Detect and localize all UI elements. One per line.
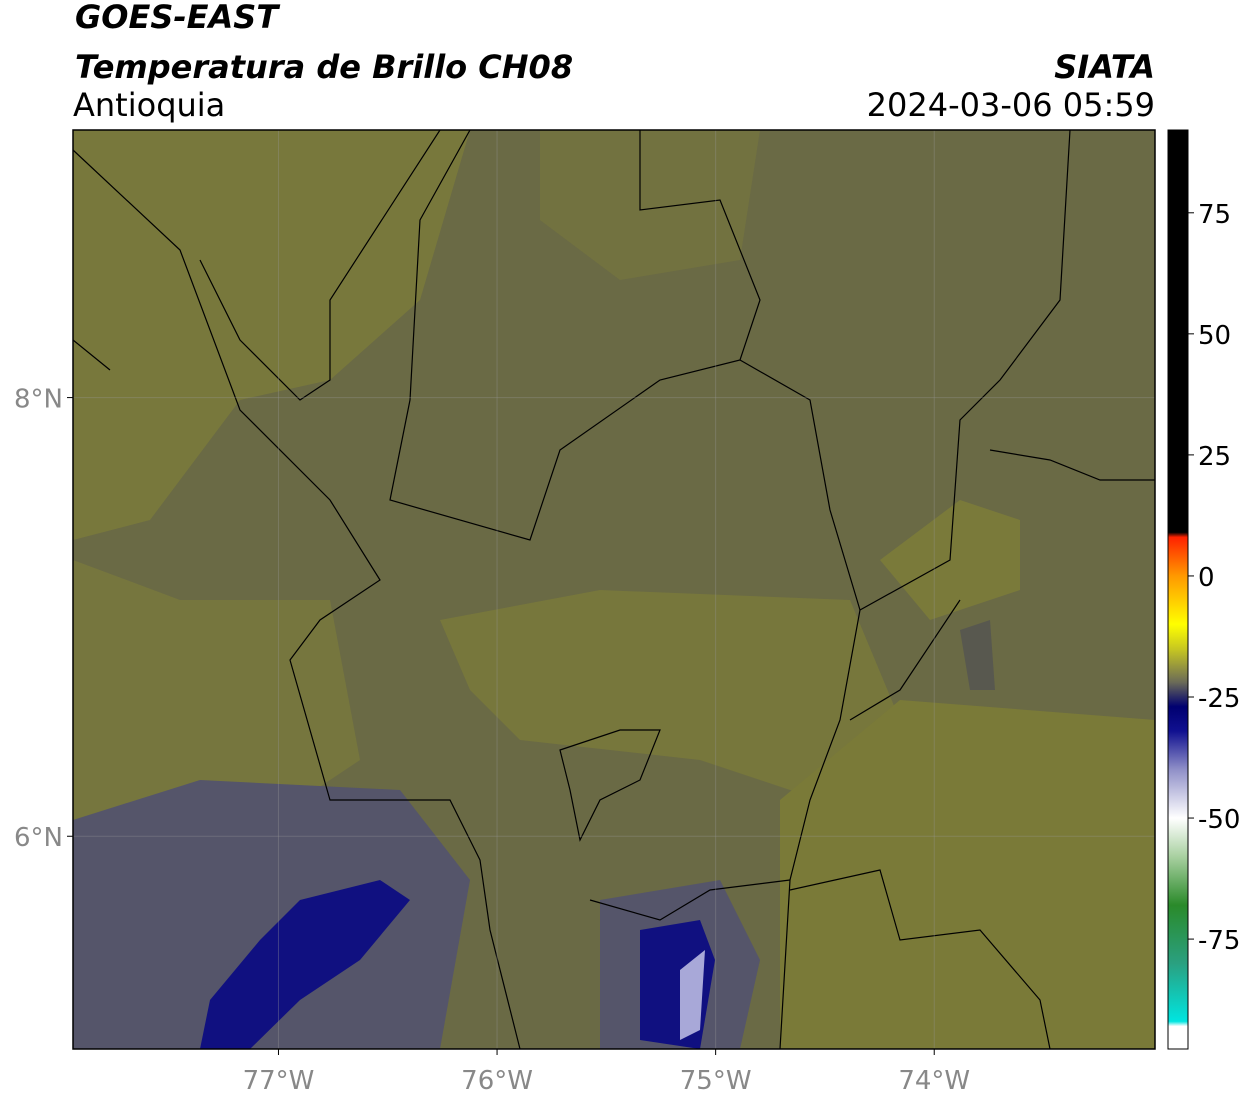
colorbar-tick-label: -25 xyxy=(1198,684,1240,714)
colorbar-tick-label: 25 xyxy=(1198,442,1231,472)
map-frame xyxy=(72,129,1156,1050)
product-title: Temperatura de Brillo CH08 xyxy=(75,48,573,86)
lon-tick-label: 77°W xyxy=(243,1066,315,1096)
lon-tick-label: 76°W xyxy=(461,1066,533,1096)
colorbar-tick-label: -75 xyxy=(1198,926,1240,956)
agency-label: SIATA xyxy=(1054,48,1155,86)
datetime-label: 2024-03-06 05:59 xyxy=(867,86,1155,124)
lat-tick-label: 8°N xyxy=(14,385,63,415)
colorbar xyxy=(1167,129,1189,1050)
colorbar-tick-label: 0 xyxy=(1198,563,1215,593)
geo-axes: 8°N 6°N 77°W 76°W 75°W 74°W xyxy=(14,130,1155,1096)
lon-tick-label: 75°W xyxy=(680,1066,752,1096)
satellite-title: GOES-EAST xyxy=(75,0,280,36)
lon-tick-label: 74°W xyxy=(898,1066,970,1096)
colorbar-tick-label: 75 xyxy=(1198,200,1231,230)
region-label: Antioquia xyxy=(73,86,225,124)
colorbar-tick-label: 50 xyxy=(1198,321,1231,351)
lat-tick-label: 6°N xyxy=(14,823,63,853)
colorbar-tick-label: -50 xyxy=(1198,805,1240,835)
map-field xyxy=(73,130,1155,1049)
